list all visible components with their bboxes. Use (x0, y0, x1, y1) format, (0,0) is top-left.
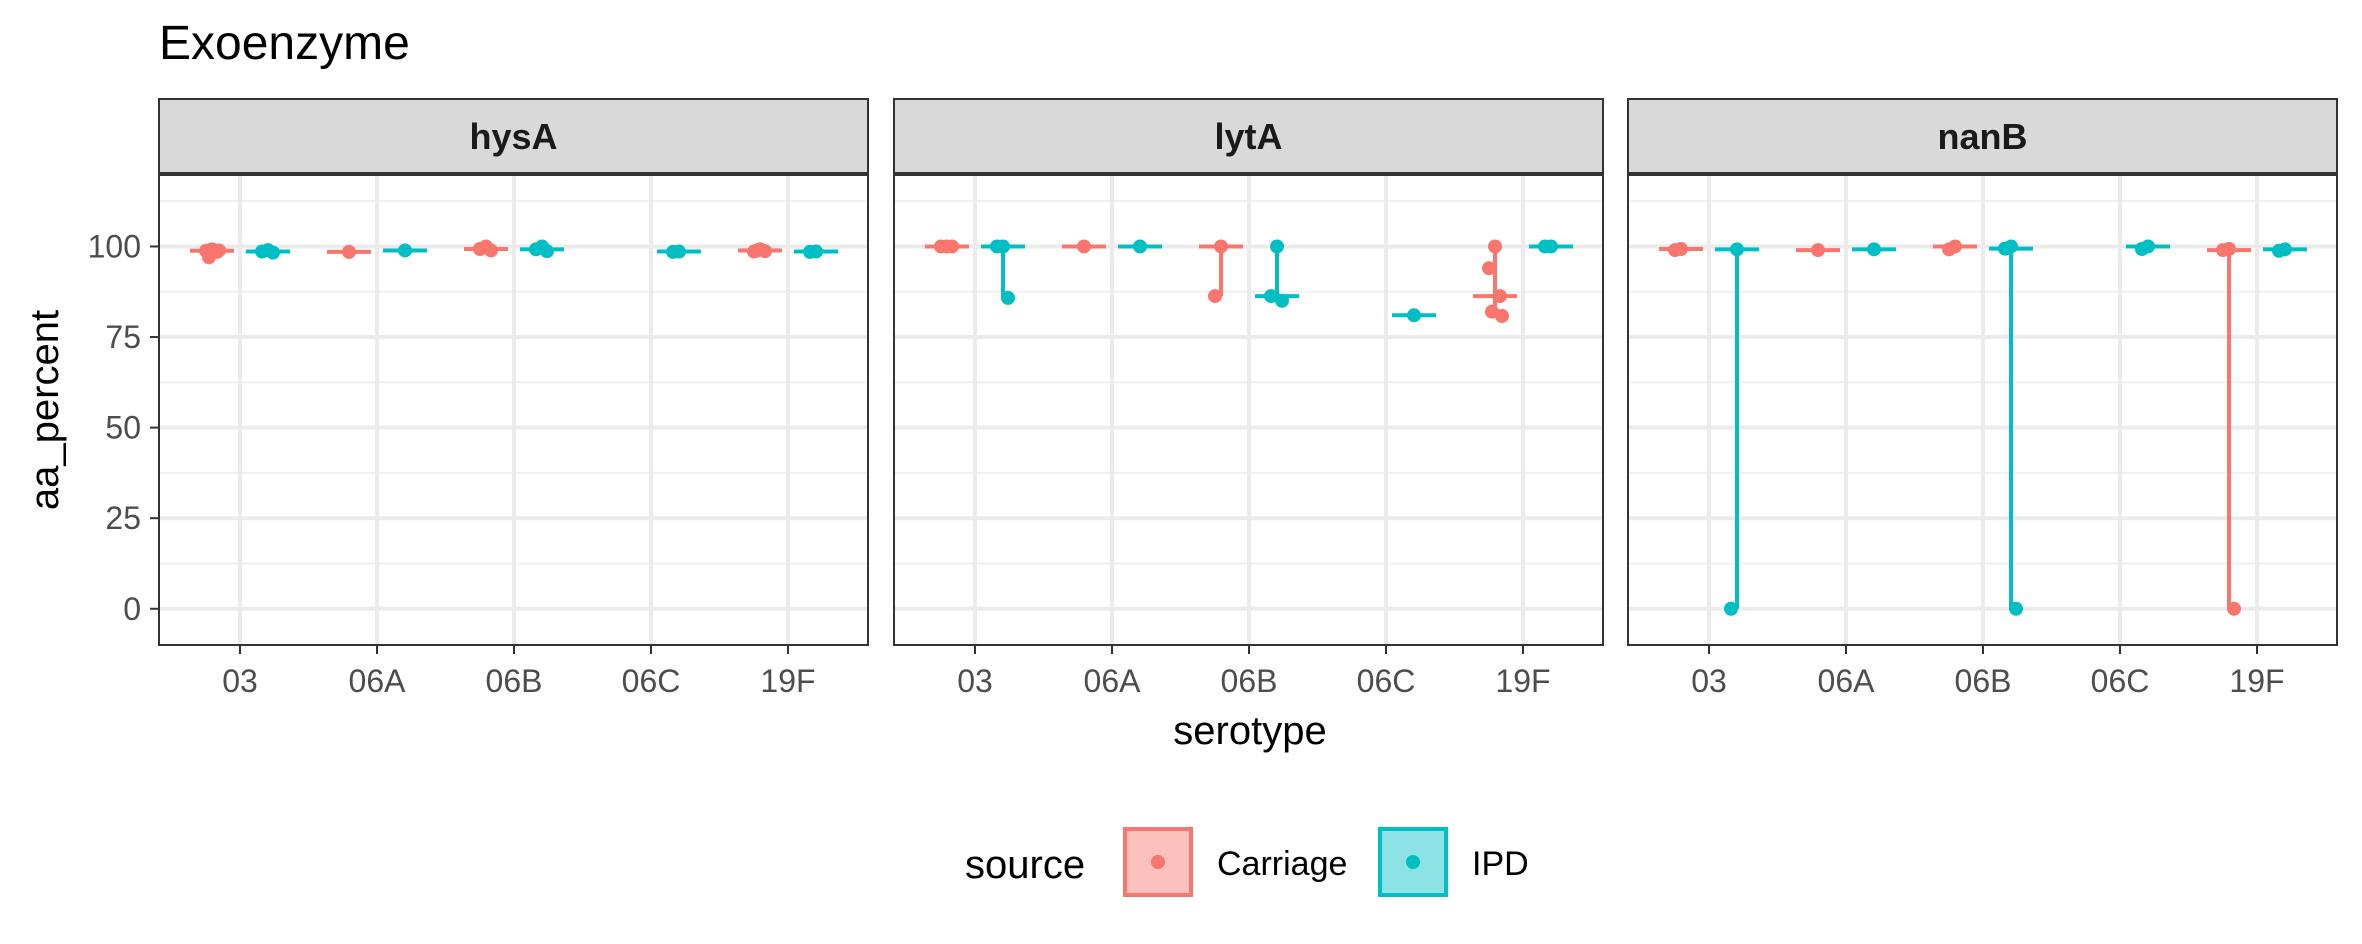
data-point (1488, 239, 1502, 254)
data-point (750, 243, 764, 258)
facet-panel-hysA: hysA 03 06A 06B 06C 19F 0 25 50 75 100 (88, 98, 869, 699)
x-tick-label: 06A (1084, 663, 1142, 699)
x-tick-label: 03 (222, 663, 258, 699)
data-point (1493, 289, 1507, 304)
data-point (266, 245, 280, 260)
data-point (202, 250, 216, 265)
data-point (398, 243, 412, 258)
data-point (1407, 308, 1421, 323)
legend-key-point (1151, 855, 1165, 869)
data-point (2009, 601, 2023, 616)
legend-label: IPD (1472, 845, 1529, 883)
facet-panel-lytA: lytA 03 06A 06B 06C 19F (893, 98, 1604, 699)
facet-strip (158, 98, 869, 175)
data-point (1482, 261, 1496, 276)
data-point (255, 244, 269, 259)
facet-panel-nanB: nanB 03 06A 06B 06C 19F (1627, 98, 2338, 699)
data-point (1208, 289, 1222, 304)
data-point (1133, 239, 1147, 254)
x-tick-label: 06A (1818, 663, 1876, 699)
x-tick-label: 03 (1691, 663, 1727, 699)
legend-title: source (965, 843, 1085, 887)
facet-panels: hysA 03 06A 06B 06C 19F 0 25 50 75 100 lytA 03 06A 06B… (88, 98, 2338, 699)
data-point (1942, 242, 1956, 257)
data-point (2227, 601, 2241, 616)
y-tick-label: 0 (123, 591, 141, 627)
data-point (803, 244, 817, 259)
data-point (540, 244, 554, 259)
legend-entry-carriage: Carriage (1123, 827, 1347, 897)
data-point (1214, 239, 1228, 254)
data-point (1538, 239, 1552, 254)
y-tick-label: 25 (105, 500, 141, 536)
x-tick-label: 03 (957, 663, 993, 699)
legend-label: Carriage (1217, 845, 1347, 883)
x-tick-label: 06C (622, 663, 681, 699)
data-point (1811, 243, 1825, 258)
data-point (529, 242, 543, 257)
data-point (666, 244, 680, 259)
data-point (945, 239, 959, 254)
x-tick-label: 06C (2091, 663, 2150, 699)
data-point (1077, 239, 1091, 254)
data-point (1998, 241, 2012, 256)
data-point (1724, 601, 1738, 616)
data-point (342, 244, 356, 259)
x-tick-label: 19F (1495, 663, 1550, 699)
x-tick-label: 06A (349, 663, 407, 699)
x-tick-label: 06B (486, 663, 543, 699)
data-point (2135, 241, 2149, 256)
x-tick-label: 06C (1357, 663, 1416, 699)
data-point (1730, 242, 1744, 257)
data-point (1264, 289, 1278, 304)
data-point (484, 243, 498, 258)
facet-strip (893, 98, 1604, 175)
data-point (1668, 243, 1682, 258)
data-point (1001, 290, 1015, 305)
legend: source Carriage IPD (965, 827, 1529, 897)
x-tick-label: 06B (1955, 663, 2012, 699)
x-tick-label: 19F (760, 663, 815, 699)
data-point (2272, 243, 2286, 258)
data-point (212, 243, 226, 258)
data-point (1275, 293, 1289, 308)
facet-label: nanB (1938, 116, 2028, 157)
y-tick-label: 75 (105, 319, 141, 355)
chart-title: Exoenzyme (159, 17, 410, 70)
legend-key (1123, 827, 1193, 897)
y-axis-label: aa_percent (23, 310, 67, 510)
legend-entry-ipd: IPD (1378, 827, 1529, 897)
data-point (2216, 243, 2230, 258)
y-tick-label: 50 (105, 410, 141, 446)
data-point (1270, 239, 1284, 254)
facet-label: lytA (1214, 116, 1282, 157)
facet-strip (1627, 98, 2338, 175)
x-tick-label: 06B (1221, 663, 1278, 699)
y-tick-label: 100 (88, 228, 141, 264)
legend-key-point (1406, 855, 1420, 869)
data-point (1867, 242, 1881, 257)
facet-label: hysA (469, 116, 557, 157)
data-point (934, 239, 948, 254)
data-point (1495, 309, 1509, 324)
data-point (990, 239, 1004, 254)
data-point (473, 241, 487, 256)
x-axis-label: serotype (1173, 709, 1326, 753)
x-tick-label: 19F (2229, 663, 2284, 699)
